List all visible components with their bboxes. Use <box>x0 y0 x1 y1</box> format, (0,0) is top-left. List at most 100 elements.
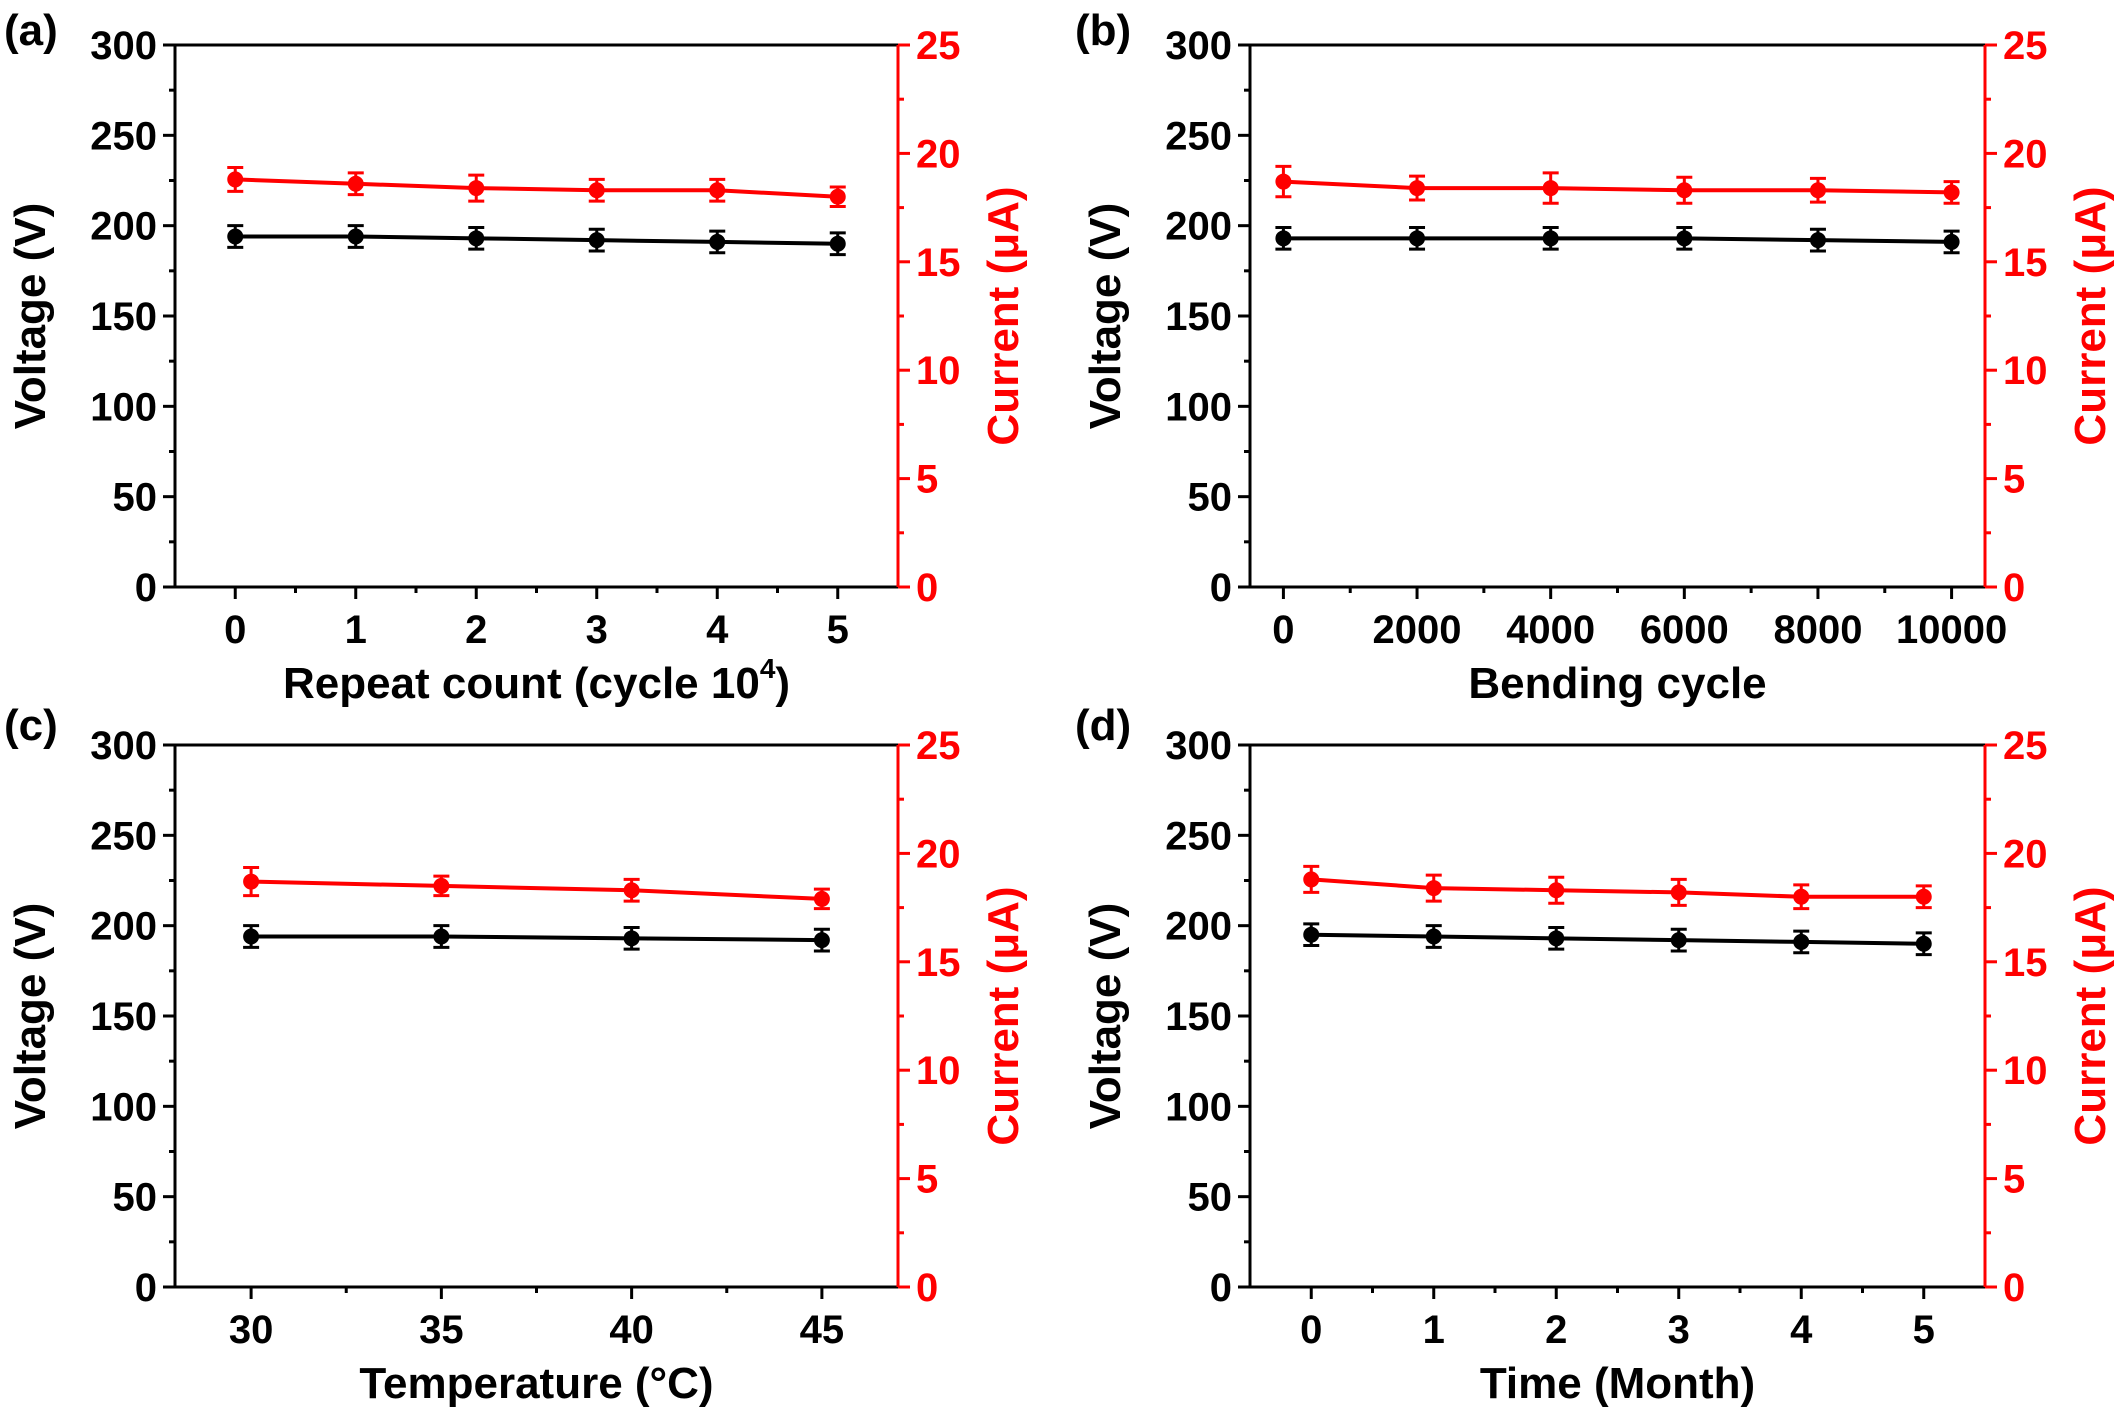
current-series-line <box>235 177 838 199</box>
y-right-axis-label: Current (μA) <box>2066 186 2115 445</box>
chart-panel: 0 50 100 150 200 250 300 0 5 10 15 20 25 30 35 40 45 Temp… <box>4 701 1028 1407</box>
current-data-point <box>1670 884 1687 901</box>
x-tick-label: 0 <box>1272 608 1294 652</box>
voltage-data-point <box>829 235 846 252</box>
x-axis-label-text: Repeat count (cycle 10 <box>283 659 760 708</box>
voltage-data-point <box>347 228 364 245</box>
y-right-tick-label: 5 <box>916 1158 938 1202</box>
y-right-axis-label: Current (μA) <box>2066 886 2115 1145</box>
voltage-data-point <box>1275 230 1292 247</box>
voltage-data-point <box>1943 233 1960 250</box>
current-series-line <box>1283 179 1952 195</box>
voltage-series-line <box>235 234 838 246</box>
x-axis-label-text: Time (Month) <box>1480 1359 1755 1407</box>
y-left-tick-label: 250 <box>1165 114 1232 158</box>
current-data-point <box>1793 888 1810 905</box>
y-left-tick-label: 50 <box>113 476 158 520</box>
voltage-data-point <box>623 930 640 947</box>
current-data-point <box>433 877 450 894</box>
panel-label: (a) <box>4 6 58 55</box>
voltage-data-point <box>1548 930 1565 947</box>
y-right-tick-label: 15 <box>916 241 961 285</box>
voltage-data-point <box>1303 926 1320 943</box>
plot-frame <box>173 743 900 1289</box>
x-tick-label: 5 <box>827 608 849 652</box>
voltage-data-point <box>709 233 726 250</box>
x-tick-label: 2 <box>465 608 487 652</box>
y-right-tick-label: 0 <box>2003 1266 2025 1310</box>
x-axis-label: Bending cycle <box>1468 659 1766 708</box>
x-tick-label: 0 <box>224 608 246 652</box>
x-tick-label: 45 <box>800 1308 845 1352</box>
plot-frame <box>1248 743 1987 1289</box>
current-data-point <box>829 188 846 205</box>
y-right-tick-label: 20 <box>2003 132 2048 176</box>
y-left-tick-label: 200 <box>1165 205 1232 249</box>
y-right-tick-label: 10 <box>2003 349 2048 393</box>
y-left-tick-label: 150 <box>90 295 157 339</box>
y-left-tick-label: 250 <box>1165 814 1232 858</box>
y-left-tick-label: 100 <box>1165 385 1232 429</box>
current-series-line <box>1311 877 1924 899</box>
y-left-tick-label: 250 <box>90 114 157 158</box>
y-left-tick-label: 300 <box>90 724 157 768</box>
voltage-data-point <box>1809 232 1826 249</box>
voltage-data-point <box>813 932 830 949</box>
x-tick-label: 8000 <box>1773 608 1862 652</box>
y-left-tick-label: 200 <box>90 905 157 949</box>
x-axis-label: Time (Month) <box>1480 1359 1755 1407</box>
y-right-tick-label: 5 <box>2003 1158 2025 1202</box>
current-data-point <box>1809 182 1826 199</box>
y-left-tick-label: 100 <box>90 385 157 429</box>
current-data-point <box>1425 880 1442 897</box>
y-left-tick-label: 150 <box>1165 295 1232 339</box>
x-tick-label: 1 <box>1423 1308 1445 1352</box>
y-left-tick-label: 200 <box>90 205 157 249</box>
x-tick-label: 3 <box>586 608 608 652</box>
y-right-tick-label: 15 <box>916 941 961 985</box>
y-right-tick-label: 10 <box>916 1049 961 1093</box>
y-right-tick-label: 20 <box>916 132 961 176</box>
y-left-tick-label: 0 <box>135 1266 157 1310</box>
y-right-tick-label: 20 <box>2003 832 2048 876</box>
y-left-tick-label: 300 <box>1165 24 1232 68</box>
x-tick-label: 2000 <box>1373 608 1462 652</box>
y-left-tick-label: 250 <box>90 814 157 858</box>
y-right-tick-label: 10 <box>2003 1049 2048 1093</box>
y-right-tick-label: 0 <box>2003 566 2025 610</box>
y-left-tick-label: 50 <box>1188 1176 1233 1220</box>
x-tick-label: 5 <box>1913 1308 1935 1352</box>
y-left-tick-label: 150 <box>1165 995 1232 1039</box>
y-right-tick-label: 0 <box>916 1266 938 1310</box>
x-tick-label: 2 <box>1545 1308 1567 1352</box>
voltage-data-point <box>1793 933 1810 950</box>
current-data-point <box>347 175 364 192</box>
y-left-tick-label: 50 <box>1188 476 1233 520</box>
current-data-point <box>1303 871 1320 888</box>
y-left-axis-label: Voltage (V) <box>6 903 55 1130</box>
voltage-data-point <box>1425 928 1442 945</box>
panel-label: (c) <box>4 701 58 750</box>
y-right-tick-label: 15 <box>2003 941 2048 985</box>
y-right-tick-label: 5 <box>2003 458 2025 502</box>
panel-label: (d) <box>1075 701 1131 750</box>
current-data-point <box>1943 184 1960 201</box>
current-data-point <box>1548 882 1565 899</box>
x-axis-label-end: ) <box>775 659 790 708</box>
current-data-point <box>1275 173 1292 190</box>
current-data-point <box>1409 180 1426 197</box>
y-right-tick-label: 5 <box>916 458 938 502</box>
y-left-tick-label: 300 <box>90 24 157 68</box>
voltage-series-line <box>1311 932 1924 946</box>
y-right-tick-label: 25 <box>916 724 961 768</box>
x-tick-label: 4000 <box>1506 608 1595 652</box>
voltage-data-point <box>468 230 485 247</box>
current-data-point <box>709 182 726 199</box>
voltage-data-point <box>243 928 260 945</box>
voltage-series-line <box>251 934 822 943</box>
x-tick-label: 3 <box>1668 1308 1690 1352</box>
x-tick-label: 0 <box>1300 1308 1322 1352</box>
